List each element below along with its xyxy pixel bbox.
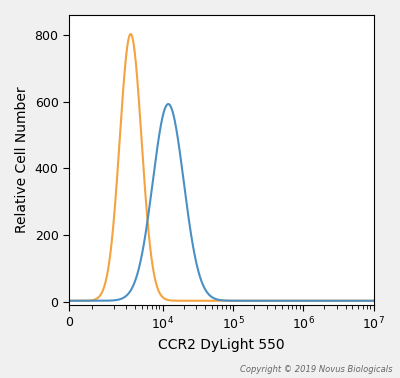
X-axis label: CCR2 DyLight 550: CCR2 DyLight 550 — [158, 338, 284, 352]
Text: Copyright © 2019 Novus Biologicals: Copyright © 2019 Novus Biologicals — [240, 365, 392, 374]
Y-axis label: Relative Cell Number: Relative Cell Number — [15, 87, 29, 233]
